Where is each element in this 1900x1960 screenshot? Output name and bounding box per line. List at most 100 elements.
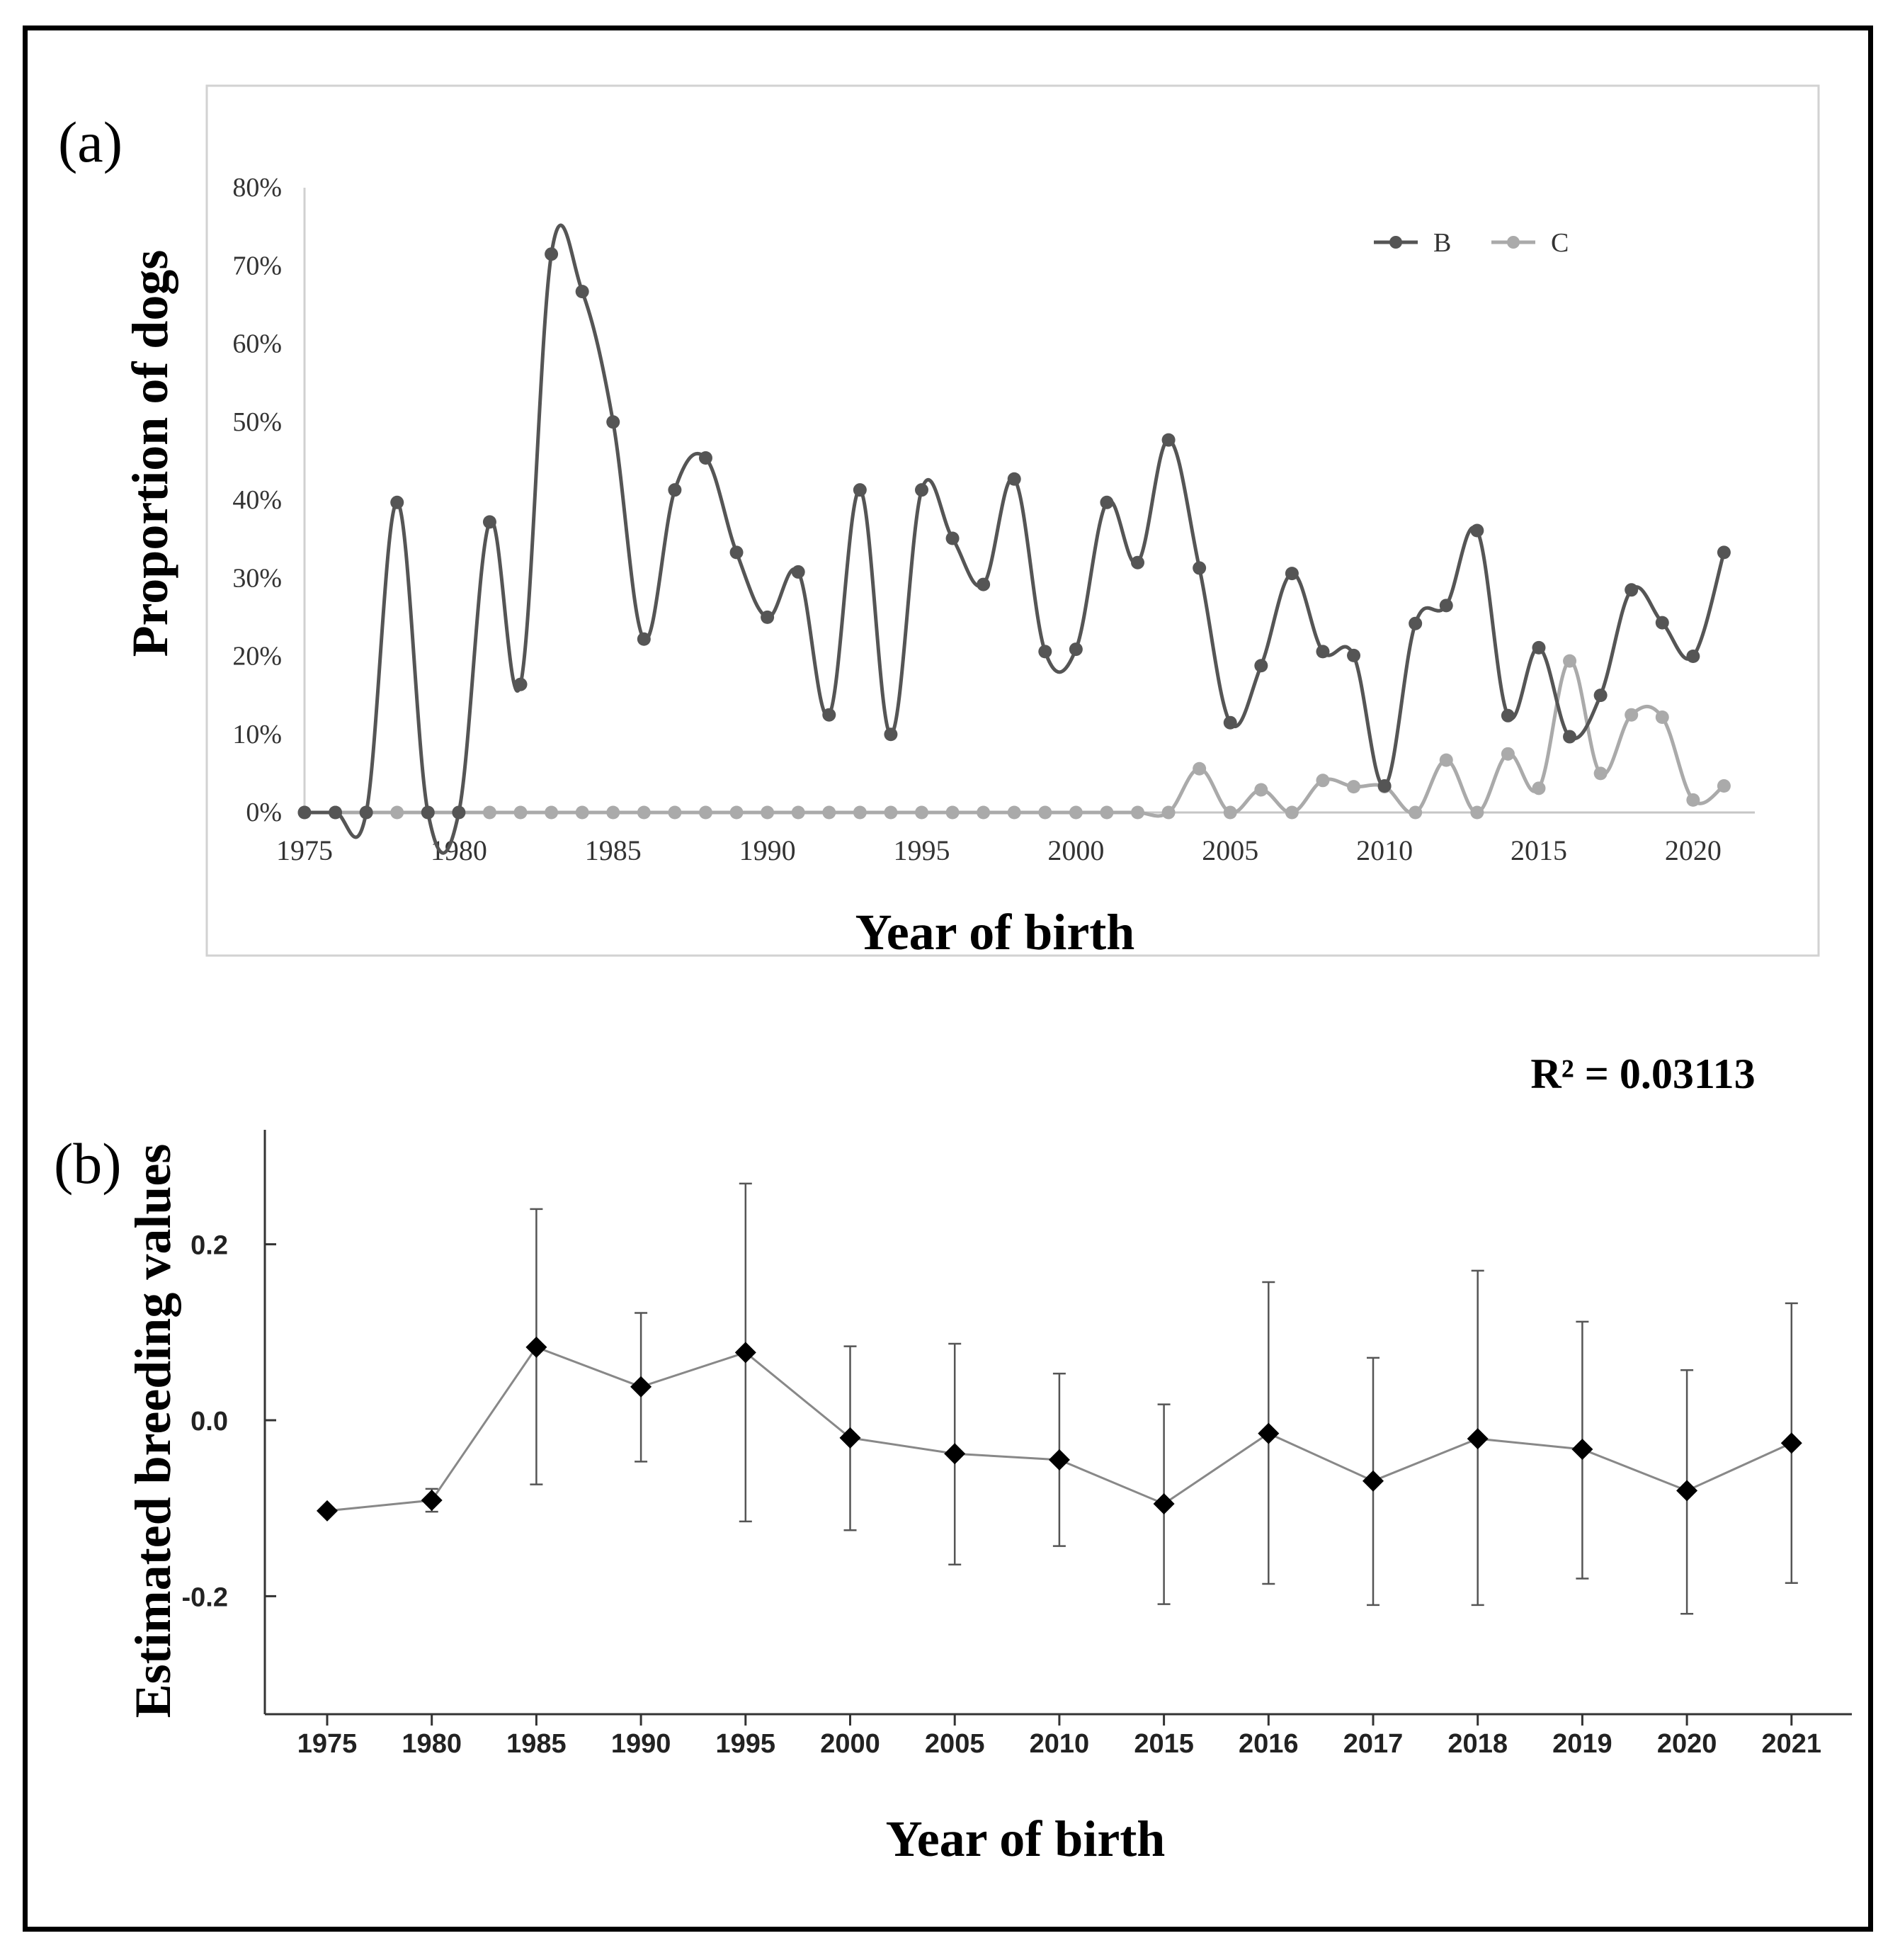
series-b-point [482, 515, 496, 529]
series-b-point [1686, 650, 1700, 663]
panel-b-x-axis-title: Year of birth [886, 1811, 1166, 1867]
ebv-point [734, 1342, 756, 1364]
series-c-point [1501, 747, 1515, 761]
series-c-point [1069, 805, 1083, 820]
legend-b-label: B [1433, 228, 1451, 258]
ebv-point [839, 1427, 861, 1449]
series-b-point [545, 247, 559, 261]
x-tick-label: 2005 [1202, 834, 1258, 866]
series-b-point [884, 727, 898, 742]
series-b-point [791, 565, 805, 579]
series-c-point [1563, 654, 1577, 668]
ebv-point [1676, 1480, 1698, 1502]
series-c-point [822, 805, 836, 820]
series-c-point [1254, 783, 1268, 797]
series-c-point [1409, 805, 1423, 820]
series-b-point [945, 531, 960, 545]
series-c-point [482, 805, 496, 820]
x-tick-label: 2010 [1030, 1729, 1090, 1759]
panel-b-y-axis-title: Estimated breeding values [125, 1144, 181, 1718]
series-c-point [1532, 781, 1546, 795]
series-b-point [452, 805, 466, 820]
series-b-point [1501, 708, 1515, 723]
series-b-point [822, 708, 836, 722]
series-b-point [575, 285, 589, 299]
ebv-point [421, 1490, 443, 1512]
series-b-point [1161, 433, 1176, 447]
series-c-point [1007, 805, 1021, 820]
ebv-point [1258, 1422, 1280, 1444]
x-tick-label: 1975 [297, 1729, 358, 1759]
series-b-point [1223, 715, 1237, 730]
series-c-point [1717, 779, 1731, 793]
series-c-point [1316, 774, 1330, 788]
y-tick-label: 0.2 [190, 1231, 228, 1261]
panel-b-y-axis: 0.2 0.0 -0.2 [182, 1231, 276, 1612]
x-tick-label: 2010 [1356, 834, 1413, 866]
panel-a-label: (a) [58, 110, 123, 174]
x-tick-label: 1995 [893, 834, 950, 866]
ebv-point [1048, 1449, 1070, 1471]
y-tick-label: 50% [232, 407, 282, 437]
series-b-point [359, 805, 373, 820]
x-tick-label: 1985 [585, 834, 642, 866]
x-tick-label: 2000 [820, 1729, 880, 1759]
series-b-point [853, 483, 867, 497]
x-tick-label: 2018 [1447, 1729, 1508, 1759]
series-b-point [668, 483, 682, 497]
series-b-point [421, 805, 435, 820]
legend-c-label: C [1551, 228, 1569, 258]
series-b-point [606, 415, 620, 429]
x-tick-label: 1975 [276, 834, 333, 866]
series-c-point [1439, 753, 1453, 767]
x-tick-label: 2021 [1762, 1729, 1822, 1759]
series-b-point [1007, 472, 1021, 486]
x-tick-label: 2005 [925, 1729, 985, 1759]
r-squared-annotation: R² = 0.03113 [1530, 1050, 1755, 1097]
ebv-point [1153, 1492, 1175, 1514]
series-c-point [761, 805, 775, 820]
series-c-point [1223, 805, 1237, 820]
series-b-point [329, 805, 343, 820]
y-tick-label: 0% [246, 798, 282, 827]
series-b-point [1655, 616, 1669, 630]
series-b-point [1409, 616, 1423, 630]
x-tick-label: 2015 [1134, 1729, 1194, 1759]
series-c-point [729, 805, 744, 820]
series-b-point [1131, 555, 1145, 570]
series-b-point [1377, 779, 1392, 793]
series-c-point [914, 805, 928, 820]
ebv-point [1467, 1428, 1489, 1450]
ebv-point [1571, 1438, 1593, 1460]
series-b-point [1038, 645, 1052, 659]
series-c-point [791, 805, 805, 820]
series-c-point [1655, 710, 1669, 724]
panel-b-x-axis: 1975 1980 1985 1990 1995 2000 2005 2010 2015 2016… [297, 1714, 1821, 1759]
series-c-point [1347, 780, 1361, 794]
series-c-point [977, 805, 991, 820]
series-b-point [1532, 640, 1546, 655]
panel-a-x-axis: 1975 1980 1985 1990 1995 2000 2005 2010 2015 2020 [276, 834, 1722, 866]
series-b-point [1470, 523, 1484, 538]
x-tick-label: 1985 [506, 1729, 567, 1759]
y-tick-label: 70% [232, 251, 282, 281]
ebv-point [1363, 1470, 1384, 1492]
series-c-point [1038, 805, 1052, 820]
series-b [297, 223, 1731, 855]
x-tick-label: 2000 [1047, 834, 1104, 866]
series-b-point [1563, 730, 1577, 744]
series-c-point [575, 805, 589, 820]
series-c-point [1686, 793, 1700, 807]
x-tick-label: 2015 [1511, 834, 1567, 866]
series-b-point [977, 577, 991, 591]
series-c-point [1193, 761, 1207, 776]
ebv-point [630, 1376, 652, 1398]
panel-a-y-axis-title: Proportion of dogs [122, 250, 178, 657]
series-b-point [698, 451, 712, 465]
panel-b-label: (b) [54, 1131, 122, 1196]
series-b-point [1254, 659, 1268, 673]
y-tick-label: 20% [232, 642, 282, 672]
series-b-point [1193, 561, 1207, 575]
series-c-point [1625, 708, 1639, 722]
series-c-point [853, 805, 867, 820]
